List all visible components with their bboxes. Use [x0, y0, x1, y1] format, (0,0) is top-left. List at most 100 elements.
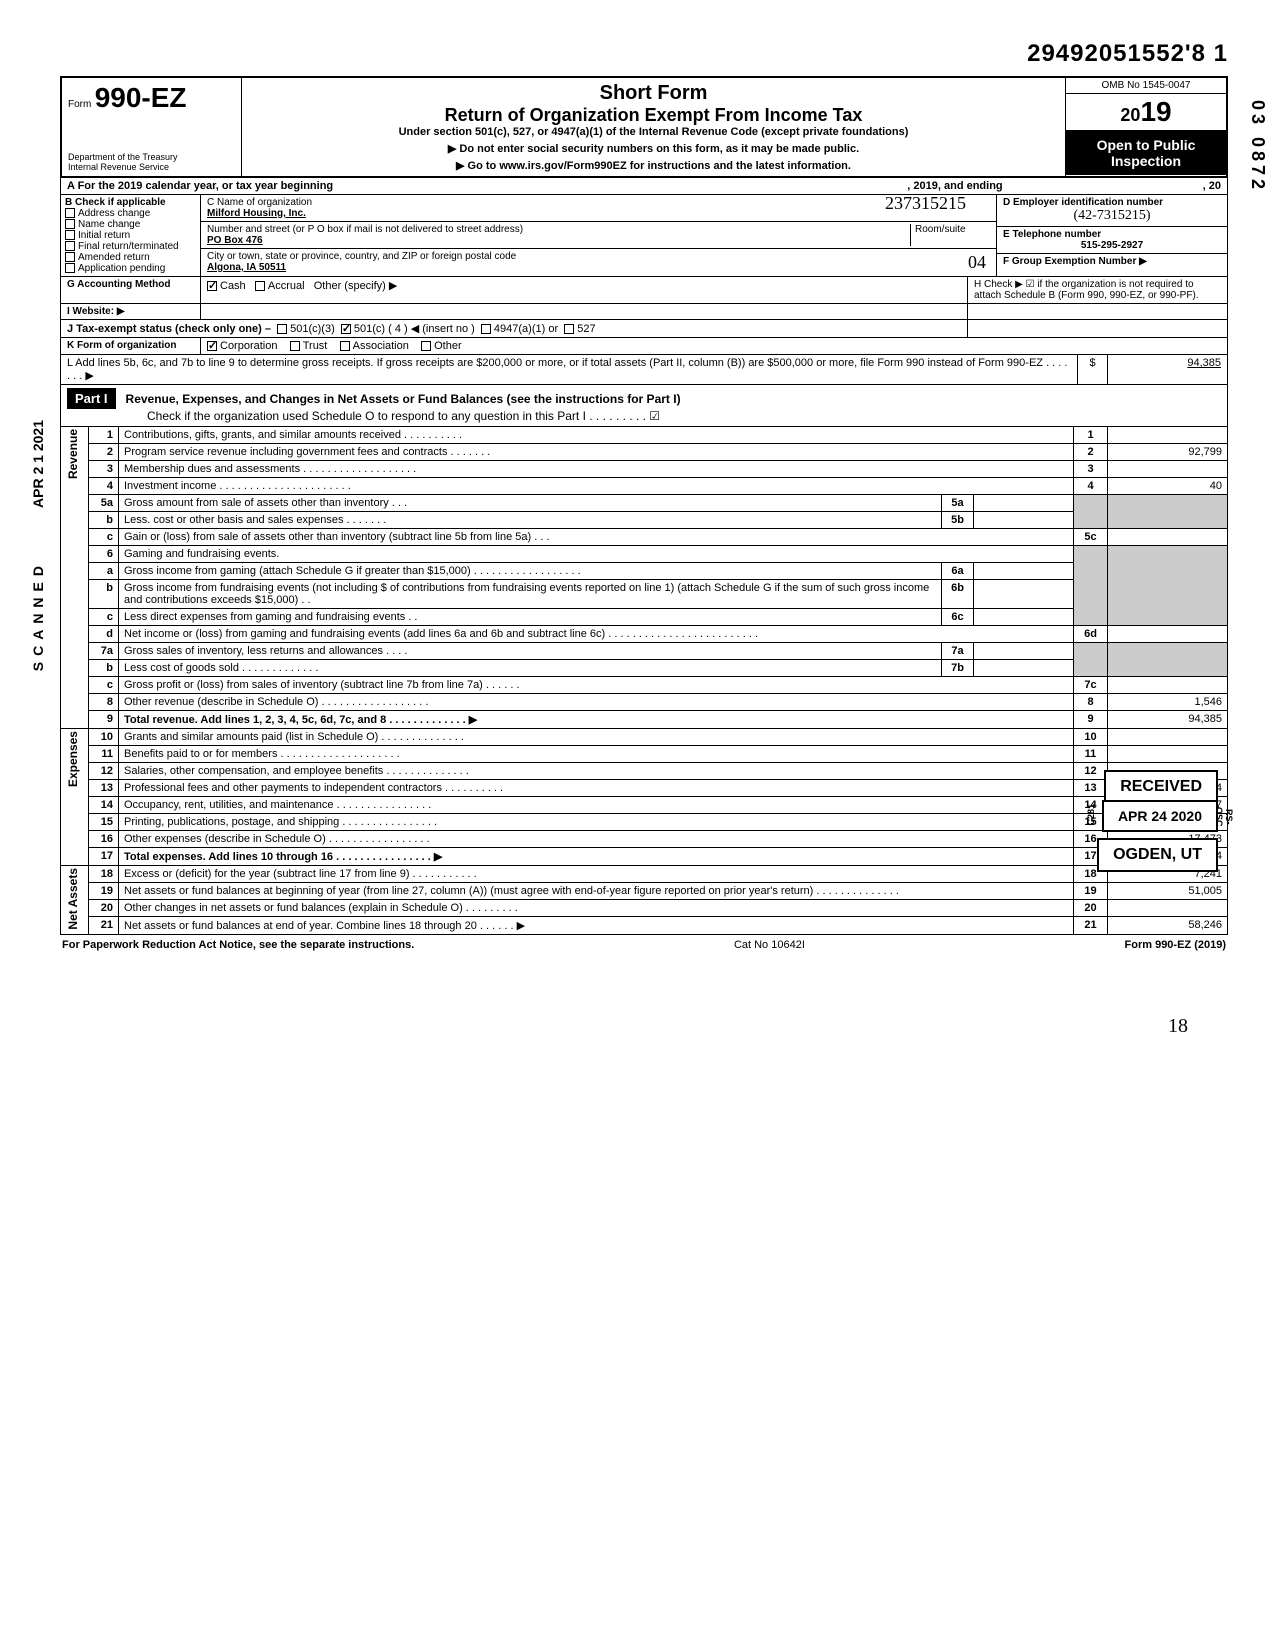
line-16-desc: Other expenses (describe in Schedule O) … [119, 831, 1074, 848]
chk-corporation[interactable]: Corporation [207, 340, 277, 352]
line-13-desc: Professional fees and other payments to … [119, 780, 1074, 797]
line-4-val: 40 [1108, 478, 1228, 495]
row-k-label: K Form of organization [61, 338, 201, 354]
line-20-val [1108, 900, 1228, 917]
line-5b-desc: Less. cost or other basis and sales expe… [119, 512, 942, 529]
room-suite-label: Room/suite [910, 224, 990, 246]
line-6c-desc: Less direct expenses from gaming and fun… [119, 609, 942, 626]
line-2-desc: Program service revenue including govern… [119, 444, 1074, 461]
form-number: 990-EZ [95, 82, 187, 113]
line-6b-desc: Gross income from fundraising events (no… [119, 580, 942, 609]
row-l-value: 94,385 [1107, 355, 1227, 384]
part1-label: Part I [67, 388, 116, 409]
line-15-desc: Printing, publications, postage, and shi… [119, 814, 1074, 831]
part1-title: Revenue, Expenses, and Changes in Net As… [126, 392, 681, 406]
chk-4947[interactable]: 4947(a)(1) or [481, 323, 558, 335]
part1-header-row: Part I Revenue, Expenses, and Changes in… [60, 385, 1228, 427]
dln-number: 29492051552'8 1 [120, 40, 1228, 68]
section-revenue: Revenue [66, 429, 80, 479]
footer-cat: Cat No 10642I [734, 939, 805, 951]
line-5a-desc: Gross amount from sale of assets other t… [119, 495, 942, 512]
row-l-text: L Add lines 5b, 6c, and 7b to line 9 to … [61, 355, 1077, 384]
section-expenses: Expenses [66, 731, 80, 787]
group-exemption-label: F Group Exemption Number ▶ [1003, 256, 1221, 267]
line-6d-desc: Net income or (loss) from gaming and fun… [119, 626, 1074, 643]
hand-04: 04 [968, 252, 986, 273]
tax-year: 2019 [1066, 94, 1226, 131]
org-name-label: C Name of organization [207, 197, 990, 208]
footer-right: Form 990-EZ (2019) [1125, 939, 1226, 951]
row-h-text: H Check ▶ ☑ if the organization is not r… [967, 277, 1227, 303]
line-19-val: 51,005 [1108, 883, 1228, 900]
line-21-val: 58,246 [1108, 917, 1228, 935]
ein-label: D Employer identification number [1003, 197, 1221, 208]
line-11-desc: Benefits paid to or for members . . . . … [119, 746, 1074, 763]
line-7b-desc: Less cost of goods sold . . . . . . . . … [119, 660, 942, 677]
col-b-header: B Check if applicable [65, 197, 196, 208]
line-5c-val [1108, 529, 1228, 546]
chk-trust[interactable]: Trust [290, 340, 328, 352]
dept-treasury: Department of the Treasury Internal Reve… [68, 152, 235, 172]
instr-ssn: ▶ Do not enter social security numbers o… [250, 142, 1057, 155]
chk-amended-return[interactable]: Amended return [65, 252, 196, 263]
phone-value: 515-295-2927 [1003, 240, 1221, 251]
page-footer: For Paperwork Reduction Act Notice, see … [60, 935, 1228, 955]
line-11-val [1108, 746, 1228, 763]
line-1-val [1108, 427, 1228, 444]
line-10-desc: Grants and similar amounts paid (list in… [119, 729, 1074, 746]
chk-name-change[interactable]: Name change [65, 219, 196, 230]
line-18-desc: Excess or (deficit) for the year (subtra… [119, 866, 1074, 883]
chk-accrual[interactable]: Accrual [255, 280, 305, 292]
line-6-desc: Gaming and fundraising events. [119, 546, 1074, 563]
line-5c-desc: Gain or (loss) from sale of assets other… [119, 529, 1074, 546]
addr-label: Number and street (or P O box if mail is… [207, 224, 910, 235]
line-17-desc: Total expenses. Add lines 10 through 16 … [119, 848, 1074, 866]
line-12-desc: Salaries, other compensation, and employ… [119, 763, 1074, 780]
side-right-code: 03 0872 [1247, 100, 1268, 193]
chk-other-org[interactable]: Other [421, 340, 462, 352]
line-9-desc: Total revenue. Add lines 1, 2, 3, 4, 5c,… [119, 711, 1074, 729]
org-info-grid: B Check if applicable Address change Nam… [60, 195, 1228, 277]
stamp-received: RECEIVED [1104, 770, 1218, 804]
line-14-desc: Occupancy, rent, utilities, and maintena… [119, 797, 1074, 814]
omb-number: OMB No 1545-0047 [1066, 78, 1226, 94]
form-header: Form 990-EZ Department of the Treasury I… [60, 76, 1228, 178]
line-19-desc: Net assets or fund balances at beginning… [119, 883, 1074, 900]
return-title: Return of Organization Exempt From Incom… [250, 105, 1057, 126]
hand-ein-top: 237315215 [885, 193, 966, 214]
row-j-label: J Tax-exempt status (check only one) – [67, 323, 271, 335]
stamp-date: C281 APR 24 2020 RS-OSC [1102, 800, 1218, 832]
side-date-stamp: APR 2 1 2021 [30, 420, 46, 508]
chk-501c[interactable]: 501(c) ( 4 ) ◀ (insert no ) [341, 323, 475, 335]
line-6d-val [1108, 626, 1228, 643]
city-state-zip: Algona, IA 50511 [207, 262, 990, 273]
short-form-title: Short Form [250, 82, 1057, 105]
phone-label: E Telephone number [1003, 229, 1221, 240]
line-9-val: 94,385 [1108, 711, 1228, 729]
part1-check-line: Check if the organization used Schedule … [67, 409, 1221, 423]
footer-left: For Paperwork Reduction Act Notice, see … [62, 939, 414, 951]
row-i-website: I Website: ▶ [61, 304, 201, 319]
chk-association[interactable]: Association [340, 340, 409, 352]
side-scanned: SCANNED [30, 560, 46, 671]
ein-value: (42-7315215) [1003, 208, 1221, 224]
chk-initial-return[interactable]: Initial return [65, 230, 196, 241]
accounting-other: Other (specify) ▶ [314, 280, 398, 292]
chk-501c3[interactable]: 501(c)(3) [277, 323, 335, 335]
line-1-desc: Contributions, gifts, grants, and simila… [119, 427, 1074, 444]
city-label: City or town, state or province, country… [207, 251, 990, 262]
chk-application-pending[interactable]: Application pending [65, 263, 196, 274]
row-g-label: G Accounting Method [61, 277, 201, 303]
open-public-label: Open to Public Inspection [1066, 131, 1226, 175]
line-21-desc: Net assets or fund balances at end of ye… [119, 917, 1074, 935]
po-box: PO Box 476 [207, 235, 910, 246]
page-number: 18 [60, 1015, 1188, 1038]
chk-address-change[interactable]: Address change [65, 208, 196, 219]
chk-final-return[interactable]: Final return/terminated [65, 241, 196, 252]
form-prefix: Form [68, 99, 91, 110]
chk-cash[interactable]: Cash [207, 280, 246, 292]
chk-527[interactable]: 527 [564, 323, 595, 335]
line-6a-desc: Gross income from gaming (attach Schedul… [119, 563, 942, 580]
instr-website: ▶ Go to www.irs.gov/Form990EZ for instru… [250, 159, 1057, 172]
line-8-desc: Other revenue (describe in Schedule O) .… [119, 694, 1074, 711]
